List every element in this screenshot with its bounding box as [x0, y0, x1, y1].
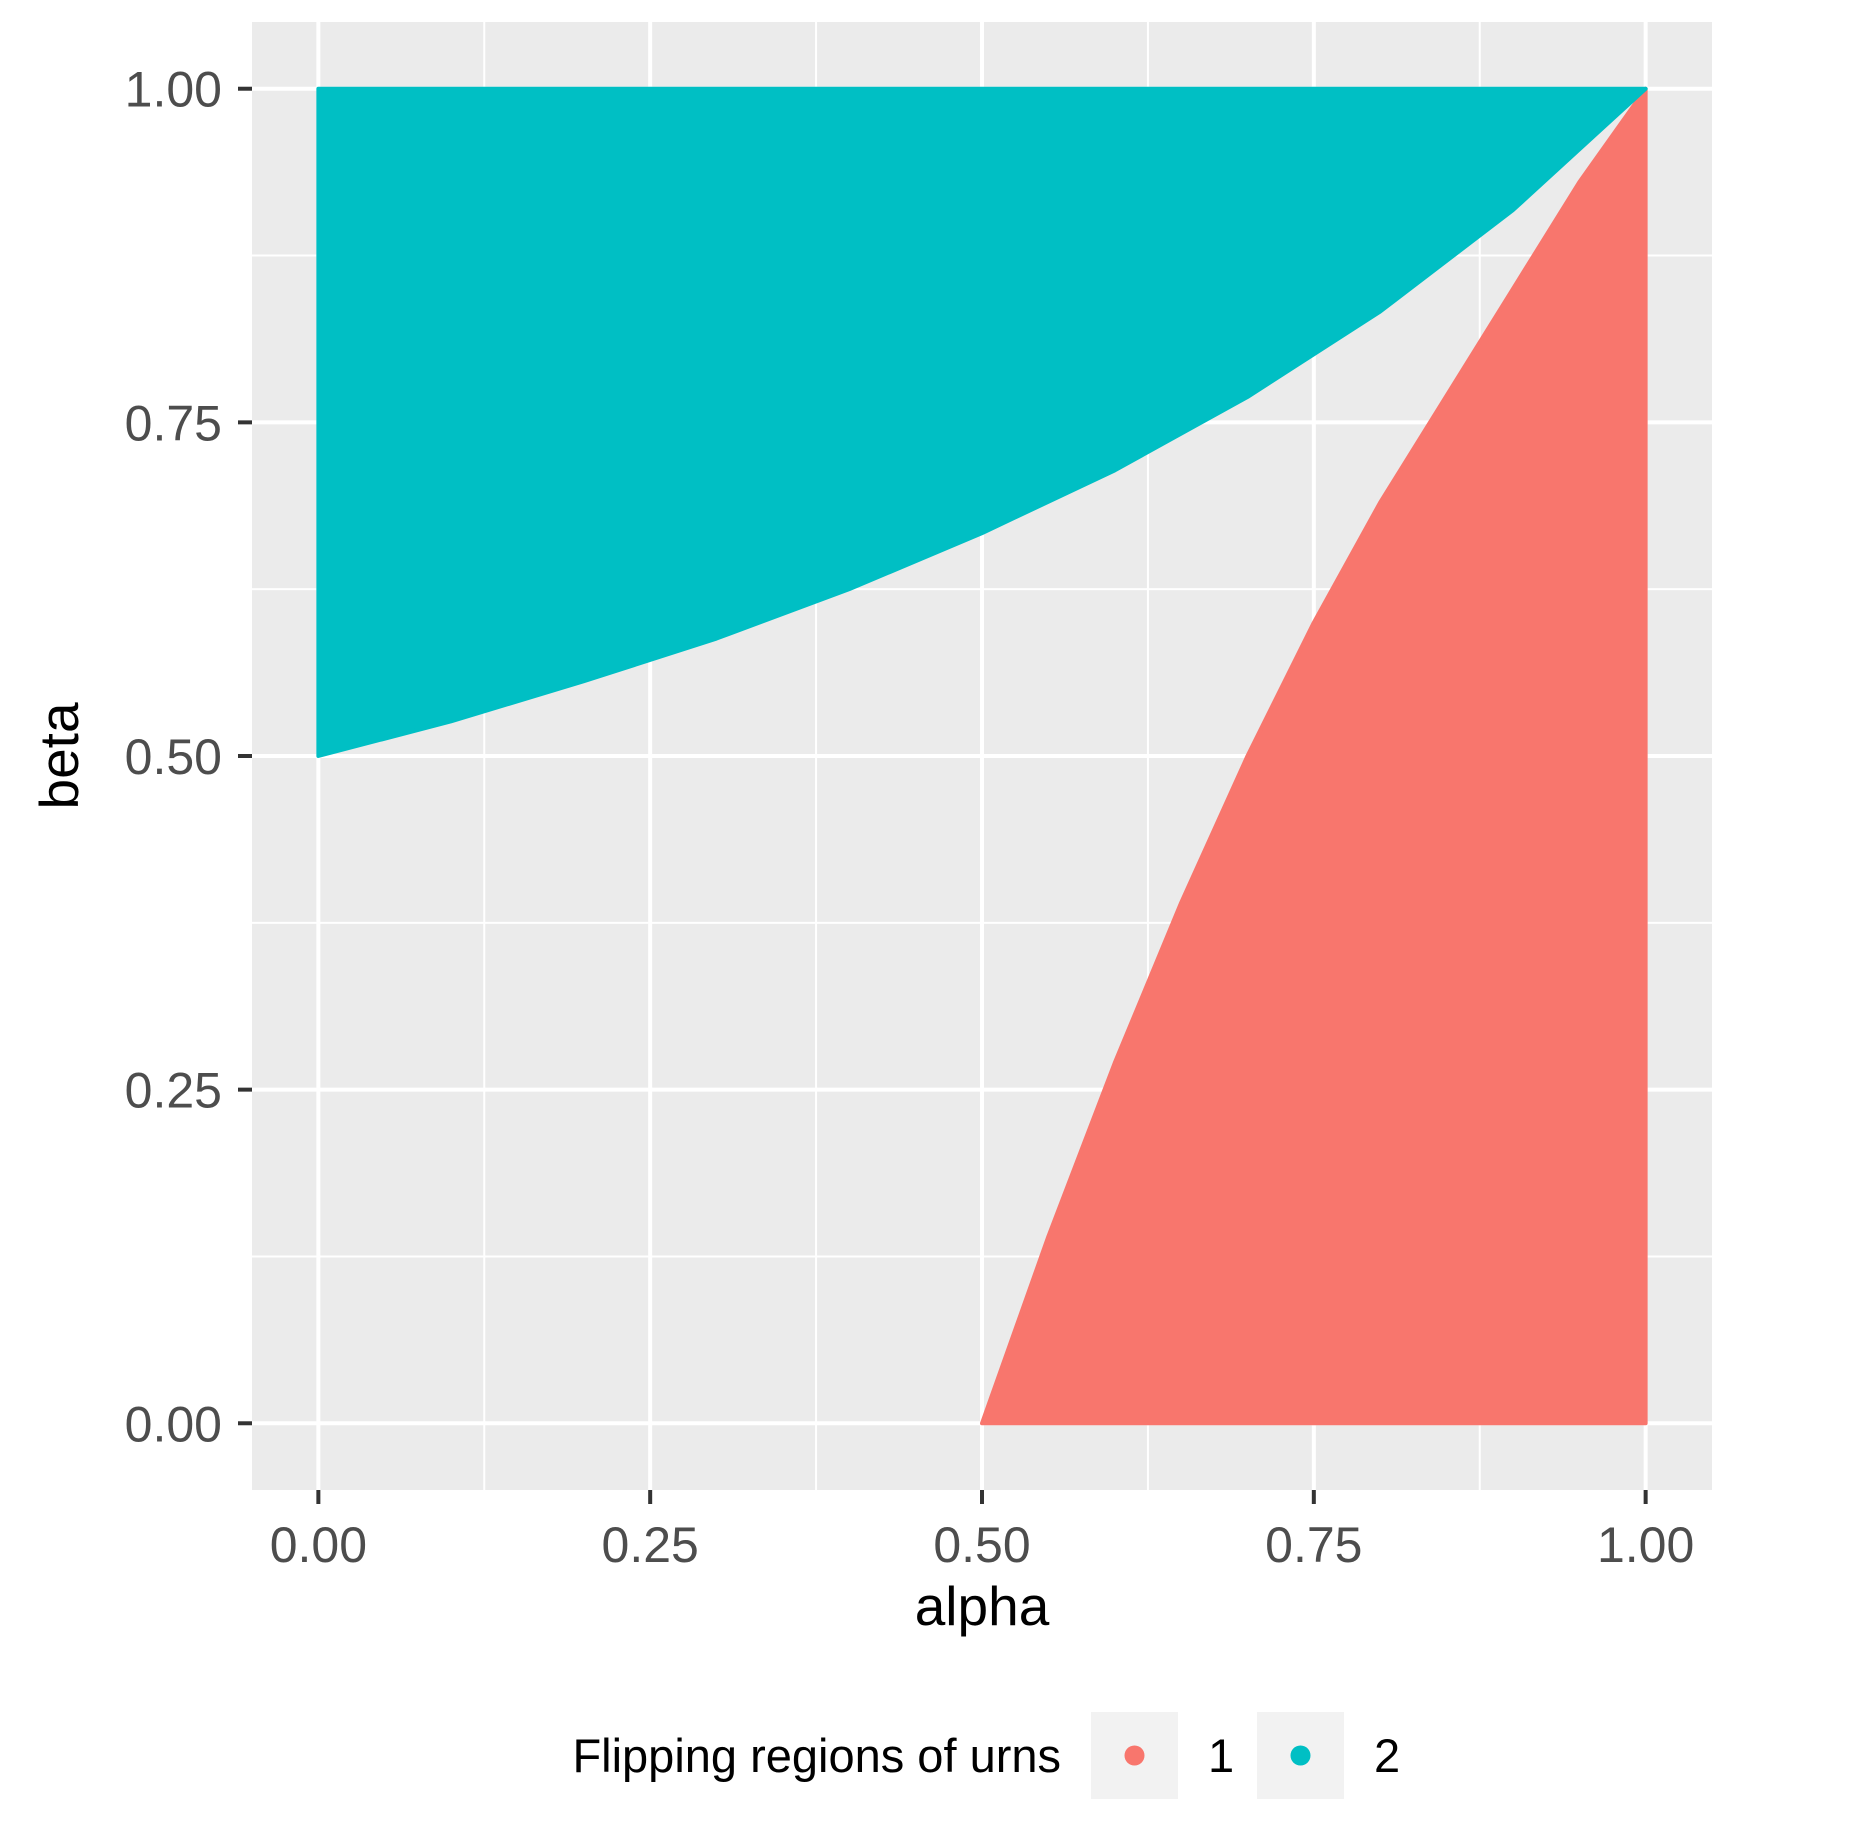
legend-title: Flipping regions of urns: [572, 1729, 1061, 1782]
legend-dot-2: [1290, 1745, 1311, 1766]
y-axis-title: beta: [28, 702, 90, 809]
x-tick-label: 0.00: [270, 1517, 367, 1573]
x-axis-title: alpha: [915, 1575, 1050, 1637]
x-tick-label: 0.50: [933, 1517, 1030, 1573]
y-tick-label: 0.75: [125, 395, 222, 451]
legend-label-1: 1: [1208, 1729, 1234, 1782]
x-tick-label: 0.25: [602, 1517, 699, 1573]
y-tick-label: 0.25: [125, 1063, 222, 1119]
y-tick-label: 0.00: [125, 1396, 222, 1452]
legend-dot-1: [1124, 1745, 1145, 1766]
axes: 0.00 0.25 0.50 0.75 1.00 0.00 0.25 0.50 0.75 1.00: [125, 62, 1695, 1573]
x-tick-label: 1.00: [1597, 1517, 1694, 1573]
region-series-2: [316, 86, 1648, 758]
x-tick-label: 0.75: [1265, 1517, 1362, 1573]
data-regions: [316, 86, 1648, 1426]
y-tick-label: 1.00: [125, 62, 222, 118]
legend: Flipping regions of urns 1 2: [572, 1712, 1400, 1799]
legend-label-2: 2: [1374, 1729, 1400, 1782]
y-tick-label: 0.50: [125, 729, 222, 785]
